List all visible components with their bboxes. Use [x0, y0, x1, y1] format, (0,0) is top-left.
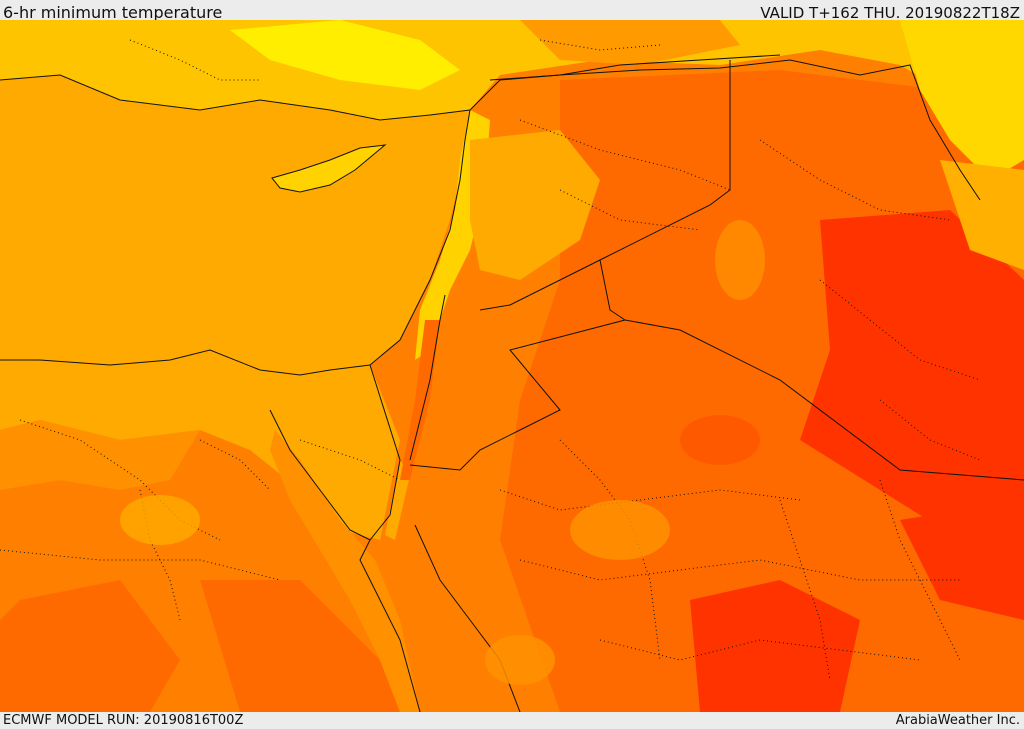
hot-region-egypt — [200, 580, 400, 712]
border-jordan-saudi — [409, 259, 627, 471]
turkey-coastline — [0, 54, 781, 121]
sinai-north-egypt — [0, 360, 400, 540]
warm-patch-turkey — [520, 20, 740, 65]
border-levant — [369, 294, 446, 461]
hottest-region-iraq — [800, 210, 1024, 540]
warm-pocket — [715, 220, 765, 300]
cool-region-zagros — [900, 20, 1024, 180]
egypt-desert-north — [0, 420, 200, 490]
provincial-boundaries — [0, 39, 981, 681]
hottest-region-south — [690, 580, 860, 712]
hot-region-southwest — [0, 580, 180, 712]
map-title: 6-hr minimum temperature — [3, 3, 223, 22]
cyprus-island — [271, 144, 387, 193]
jordan-rift — [400, 320, 440, 480]
temperature-map[interactable] — [0, 20, 1024, 712]
border-iraq-saudi — [624, 319, 1024, 481]
mediterranean-sea — [0, 75, 470, 375]
mediterranean-coastline — [0, 109, 471, 376]
model-run-label: ECMWF MODEL RUN: 20190816T00Z — [3, 713, 244, 728]
warm-pocket — [570, 500, 670, 560]
credit-label: ArabiaWeather Inc. — [895, 713, 1020, 728]
mild-region-zagros — [940, 160, 1024, 270]
red-sea-coastline — [269, 409, 421, 712]
mild-pocket — [120, 495, 200, 545]
warm-pocket — [485, 635, 555, 685]
map-canvas — [0, 20, 1024, 712]
cooler-region-turkey — [230, 20, 460, 90]
valid-time: VALID T+162 THU. 20190822T18Z — [760, 4, 1020, 22]
syria-west-mild — [470, 130, 600, 280]
hot-pocket — [680, 415, 760, 465]
hottest-region-southeast — [900, 500, 1024, 620]
header-bar: 6-hr minimum temperature VALID T+162 THU… — [0, 0, 1024, 22]
border-syria-iraq — [479, 60, 731, 311]
red-sea — [270, 430, 420, 712]
border-turkey-syria-iraq — [489, 59, 981, 201]
persian-gulf — [960, 340, 1024, 440]
footer-bar: ECMWF MODEL RUN: 20190816T00Z ArabiaWeat… — [0, 712, 1024, 729]
